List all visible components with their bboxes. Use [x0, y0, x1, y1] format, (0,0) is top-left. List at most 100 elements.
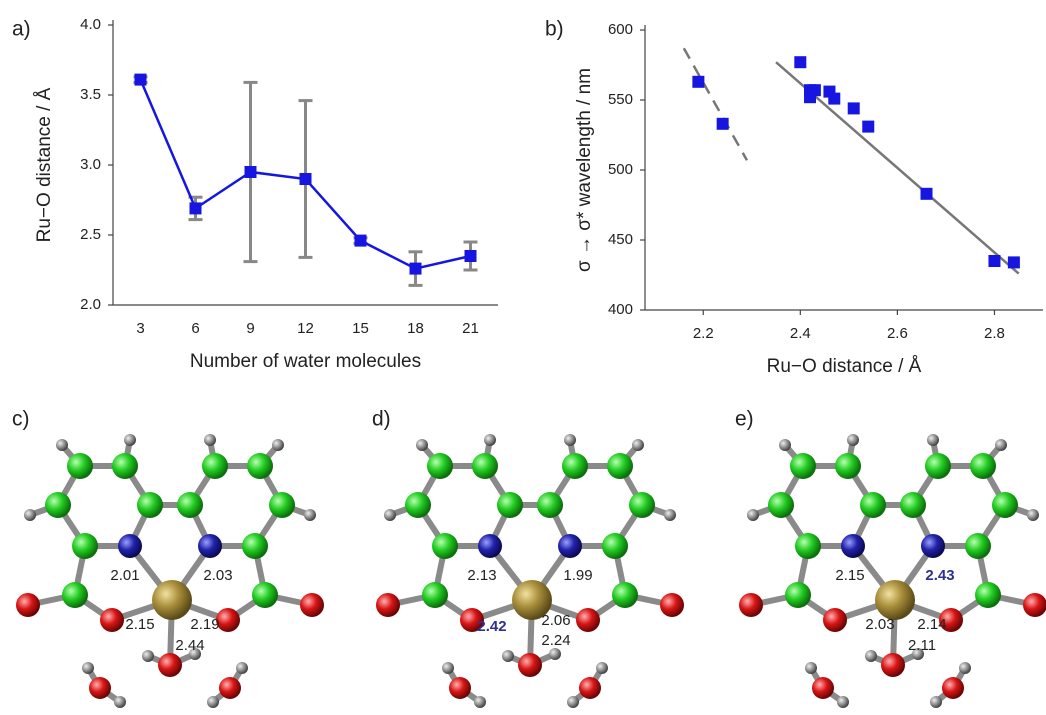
- atom: [304, 509, 316, 521]
- atom: [975, 582, 1001, 608]
- data-point: [135, 74, 147, 86]
- x-tick-label: 6: [191, 320, 199, 337]
- atom: [207, 696, 219, 708]
- x-tick-label: 12: [297, 320, 314, 337]
- figure: a)Number of water moleculesRu−O distance…: [0, 0, 1046, 715]
- atom: [965, 533, 991, 559]
- bond-distance: 2.19: [190, 616, 219, 633]
- bond-distance: 2.42: [477, 618, 506, 635]
- atom: [607, 453, 633, 479]
- x-tick-label: 2.4: [790, 325, 811, 342]
- atom: [930, 696, 942, 708]
- data-point: [848, 102, 860, 114]
- panel-label: d): [372, 408, 391, 431]
- atom: [432, 533, 458, 559]
- atom: [72, 533, 98, 559]
- atom: [269, 492, 295, 518]
- data-point: [300, 173, 312, 185]
- molecule: [376, 434, 684, 708]
- atom: [56, 439, 68, 451]
- y-tick-label: 2.0: [80, 296, 101, 313]
- molecule: [16, 434, 324, 708]
- atom: [219, 677, 241, 699]
- atom: [124, 434, 136, 446]
- atom: [474, 696, 486, 708]
- data-point: [988, 255, 1000, 267]
- atom: [16, 593, 40, 617]
- atom: [177, 492, 203, 518]
- atom: [497, 492, 523, 518]
- y-axis-title: σ → σ* wavelength / nm: [574, 68, 595, 272]
- atom: [567, 696, 579, 708]
- atom: [142, 650, 154, 662]
- atom: [112, 453, 138, 479]
- atom: [942, 677, 964, 699]
- atom: [427, 453, 453, 479]
- atom: [1023, 593, 1046, 617]
- data-point: [921, 188, 933, 200]
- atom: [865, 650, 877, 662]
- panel-label: b): [545, 18, 564, 41]
- data-point: [692, 76, 704, 88]
- atom: [118, 534, 142, 558]
- atom: [300, 593, 324, 617]
- atom: [198, 534, 222, 558]
- atom: [384, 509, 396, 521]
- x-tick-label: 2.8: [984, 325, 1005, 342]
- bond-distance: 2.11: [908, 637, 936, 654]
- atom: [558, 534, 582, 558]
- bond-distance: 2.15: [125, 616, 154, 633]
- atom: [518, 653, 542, 677]
- data-point: [355, 235, 367, 247]
- y-tick-label: 4.0: [80, 16, 101, 33]
- atom: [860, 492, 886, 518]
- x-tick-label: 2.6: [887, 325, 908, 342]
- data-point: [862, 121, 874, 133]
- atom: [247, 453, 273, 479]
- molecule: [739, 434, 1046, 708]
- atom: [632, 439, 644, 451]
- data-point: [190, 202, 202, 214]
- atom: [62, 582, 88, 608]
- atom: [82, 662, 94, 674]
- atom: [823, 608, 847, 632]
- data-point: [828, 93, 840, 105]
- data-point: [245, 166, 257, 178]
- atom: [562, 453, 588, 479]
- atom: [376, 593, 400, 617]
- atom: [442, 662, 454, 674]
- bond-distance: 2.03: [865, 616, 894, 633]
- x-tick-label: 2.2: [693, 325, 714, 342]
- atom: [100, 608, 124, 632]
- atom: [24, 509, 36, 521]
- y-tick-label: 3.0: [80, 156, 101, 173]
- atom: [959, 662, 971, 674]
- x-tick-label: 3: [136, 320, 144, 337]
- atom: [579, 677, 601, 699]
- bond-distance: 2.15: [835, 567, 864, 584]
- panel-label: e): [735, 408, 754, 431]
- atom: [779, 439, 791, 451]
- bond-distance: 2.14: [917, 616, 946, 633]
- bond-distance: 2.06: [541, 612, 570, 629]
- atom: [837, 696, 849, 708]
- atom: [484, 434, 496, 446]
- atom: [660, 593, 684, 617]
- atom: [629, 492, 655, 518]
- atom: [1027, 509, 1039, 521]
- atom: [900, 492, 926, 518]
- bond-distance: 2.43: [925, 567, 954, 584]
- atom: [612, 582, 638, 608]
- panel-label: c): [12, 408, 30, 431]
- x-axis-title: Number of water molecules: [190, 351, 421, 372]
- atom: [89, 677, 111, 699]
- bond-distance: 2.24: [541, 632, 570, 649]
- atom: [204, 434, 216, 446]
- y-tick-label: 400: [608, 301, 633, 318]
- y-axis-title: Ru−O distance / Å: [34, 87, 55, 242]
- x-tick-label: 18: [407, 320, 424, 337]
- y-tick-label: 600: [608, 21, 633, 38]
- data-point: [410, 263, 422, 275]
- atom: [405, 492, 431, 518]
- atom: [805, 662, 817, 674]
